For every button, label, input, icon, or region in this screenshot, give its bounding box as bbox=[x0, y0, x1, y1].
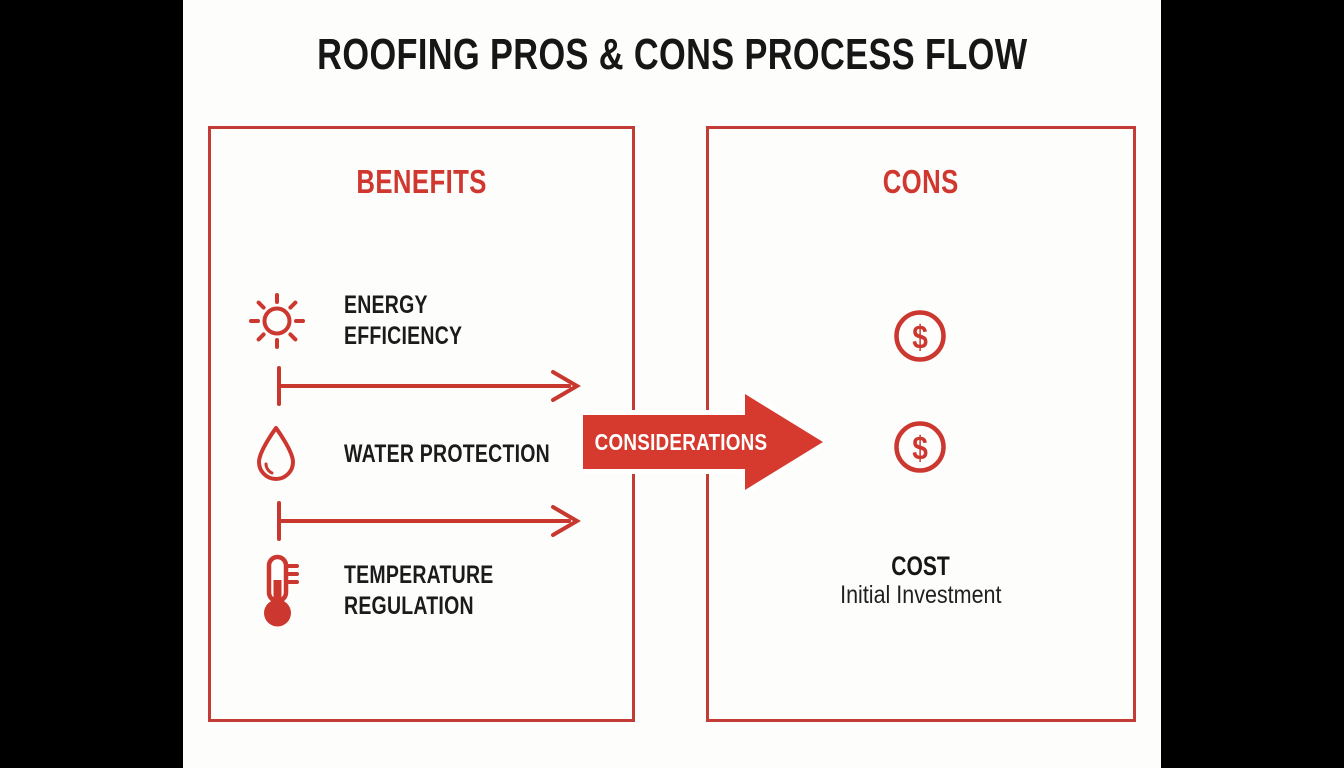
cons-cost-sublabel: Initial Investment bbox=[840, 581, 1002, 609]
dollar-icon: $ bbox=[894, 310, 946, 362]
infographic-canvas: ROOFING PROS & CONS PROCESS FLOW BENEFIT… bbox=[183, 0, 1161, 768]
water-drop-icon bbox=[257, 426, 295, 481]
page-title-text: ROOFING PROS & CONS PROCESS FLOW bbox=[316, 30, 1028, 79]
benefit-label-temperature-regulation: TEMPERATURE REGULATION bbox=[344, 561, 494, 620]
considerations-label: CONSIDERATIONS bbox=[595, 430, 768, 455]
cons-heading: CONS bbox=[883, 163, 959, 200]
benefit-label-energy-efficiency: ENERGY EFFICIENCY bbox=[344, 291, 463, 350]
benefit-label-water-protection: WATER PROTECTION bbox=[344, 440, 550, 468]
considerations-flow-arrow: CONSIDERATIONS bbox=[581, 392, 827, 492]
dollar-icon: $ bbox=[894, 421, 946, 473]
benefits-heading: BENEFITS bbox=[356, 163, 487, 200]
cons-cost-label: COST bbox=[891, 551, 951, 581]
svg-text:$: $ bbox=[912, 319, 928, 356]
connector-arrow-2 bbox=[277, 501, 581, 541]
svg-text:$: $ bbox=[912, 430, 928, 467]
connector-arrow-1 bbox=[277, 366, 581, 406]
page-title: ROOFING PROS & CONS PROCESS FLOW bbox=[183, 30, 1161, 80]
sun-icon bbox=[249, 293, 305, 349]
thermometer-icon bbox=[264, 554, 299, 627]
